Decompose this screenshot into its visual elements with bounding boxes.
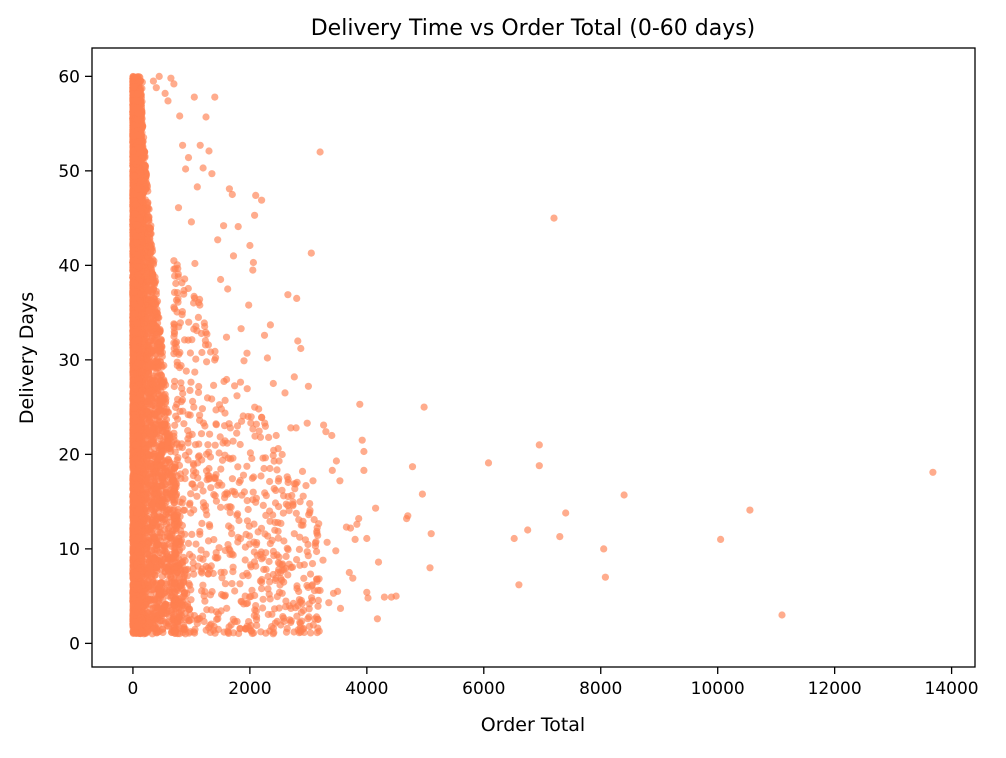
data-point bbox=[149, 435, 157, 443]
data-point bbox=[163, 580, 171, 588]
data-point bbox=[147, 312, 155, 320]
data-point bbox=[147, 413, 155, 422]
data-point bbox=[156, 513, 164, 521]
data-point bbox=[154, 540, 162, 548]
data-point bbox=[148, 500, 156, 508]
data-point bbox=[156, 588, 164, 596]
data-point bbox=[157, 421, 165, 430]
data-point bbox=[145, 552, 153, 560]
data-point bbox=[161, 465, 169, 473]
data-point bbox=[147, 612, 155, 621]
data-point bbox=[157, 529, 165, 537]
data-point bbox=[149, 321, 157, 329]
data-point bbox=[163, 506, 171, 514]
data-point bbox=[158, 427, 166, 435]
data-point bbox=[158, 557, 166, 565]
data-point bbox=[149, 259, 157, 267]
data-point bbox=[146, 224, 155, 233]
data-point bbox=[160, 604, 168, 612]
data-point bbox=[162, 397, 170, 405]
data-point bbox=[155, 405, 163, 413]
data-point bbox=[144, 450, 152, 458]
data-point bbox=[158, 572, 166, 580]
points-layer bbox=[129, 72, 937, 638]
data-point bbox=[163, 532, 172, 540]
data-point bbox=[147, 346, 155, 354]
data-point bbox=[162, 548, 170, 556]
data-point bbox=[146, 395, 154, 403]
data-point bbox=[151, 545, 159, 554]
data-point bbox=[144, 370, 152, 378]
data-point bbox=[144, 570, 152, 578]
data-point bbox=[150, 450, 158, 458]
data-point bbox=[145, 213, 153, 221]
data-point bbox=[146, 527, 154, 536]
data-point bbox=[154, 372, 162, 380]
data-point bbox=[148, 387, 156, 395]
data-point bbox=[161, 481, 170, 489]
data-point bbox=[151, 358, 159, 366]
data-point bbox=[143, 507, 151, 515]
chart-title: Delivery Time vs Order Total (0-60 days) bbox=[311, 16, 756, 41]
data-point bbox=[158, 472, 166, 480]
data-point bbox=[150, 294, 158, 302]
data-point bbox=[147, 249, 155, 257]
data-point bbox=[154, 347, 163, 355]
data-point bbox=[153, 330, 161, 339]
data-point bbox=[157, 336, 165, 344]
data-point bbox=[155, 507, 163, 515]
data-point bbox=[154, 621, 162, 629]
data-point bbox=[159, 495, 167, 504]
data-point bbox=[147, 403, 155, 411]
data-point bbox=[151, 595, 159, 603]
data-point bbox=[144, 513, 153, 521]
data-point bbox=[165, 456, 173, 464]
data-point bbox=[161, 412, 169, 420]
data-point bbox=[164, 440, 172, 449]
data-point bbox=[153, 564, 161, 572]
data-point bbox=[156, 395, 164, 403]
data-point bbox=[162, 563, 170, 571]
data-point bbox=[145, 582, 153, 590]
data-point bbox=[153, 482, 161, 490]
data-point bbox=[153, 384, 161, 392]
data-point bbox=[163, 491, 171, 499]
data-point bbox=[152, 364, 160, 372]
data-point bbox=[160, 542, 168, 550]
data-point bbox=[160, 361, 168, 370]
data-point bbox=[156, 446, 164, 454]
data-point bbox=[146, 562, 154, 570]
data-point bbox=[147, 605, 155, 613]
data-point bbox=[159, 628, 167, 637]
data-point bbox=[153, 602, 161, 611]
data-point bbox=[157, 579, 165, 587]
data-point bbox=[151, 306, 159, 314]
data-point bbox=[148, 464, 156, 472]
